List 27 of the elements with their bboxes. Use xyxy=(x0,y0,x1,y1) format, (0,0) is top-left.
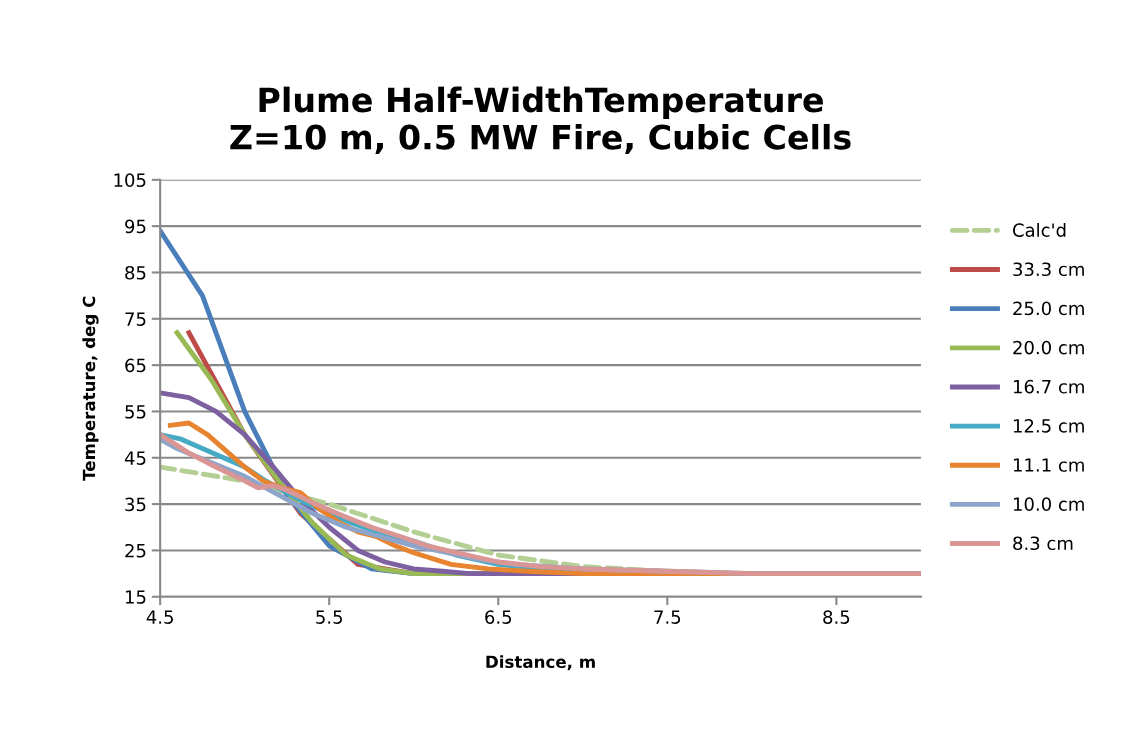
y-tick-label: 45 xyxy=(124,451,146,465)
y-axis-title: Temperature, deg C xyxy=(82,296,99,481)
legend-label: Calc'd xyxy=(1012,222,1066,237)
y-tick-label: 25 xyxy=(125,543,146,558)
y-tick-label: 75 xyxy=(125,312,146,326)
legend-label: 10.0 cm xyxy=(1013,497,1084,511)
legend-label: 20.0 cm xyxy=(1013,340,1084,355)
y-tick-label: 35 xyxy=(125,497,146,512)
x-tick-label: 6.5 xyxy=(485,610,512,624)
legend-label: 33.3 cm xyxy=(1013,262,1084,277)
x-tick-label: 7.5 xyxy=(654,610,681,624)
y-tick-label: 105 xyxy=(114,173,146,187)
x-tick-label: 5.5 xyxy=(316,610,342,624)
x-axis-title: Distance, m xyxy=(486,655,595,671)
chart-title: Plume Half-WidthTemperature Z=10 m, 0.5 MW Fire, Cubic Cells xyxy=(230,86,851,155)
legend-label: 25.0 cm xyxy=(1013,301,1084,316)
x-tick-label: 8.5 xyxy=(823,610,850,624)
legend-label: 12.5 cm xyxy=(1013,419,1084,433)
x-tick-label: 4.5 xyxy=(146,610,173,624)
legend-label: 11.1 cm xyxy=(1013,458,1084,472)
y-tick-label: 55 xyxy=(125,405,146,419)
y-tick-label: 65 xyxy=(125,358,146,373)
y-tick-label: 95 xyxy=(125,219,146,234)
y-tick-label: 15 xyxy=(125,590,146,604)
legend-label: 16.7 cm xyxy=(1013,379,1084,394)
legend-label: 8.3 cm xyxy=(1013,536,1073,551)
y-tick-label: 85 xyxy=(125,265,146,280)
